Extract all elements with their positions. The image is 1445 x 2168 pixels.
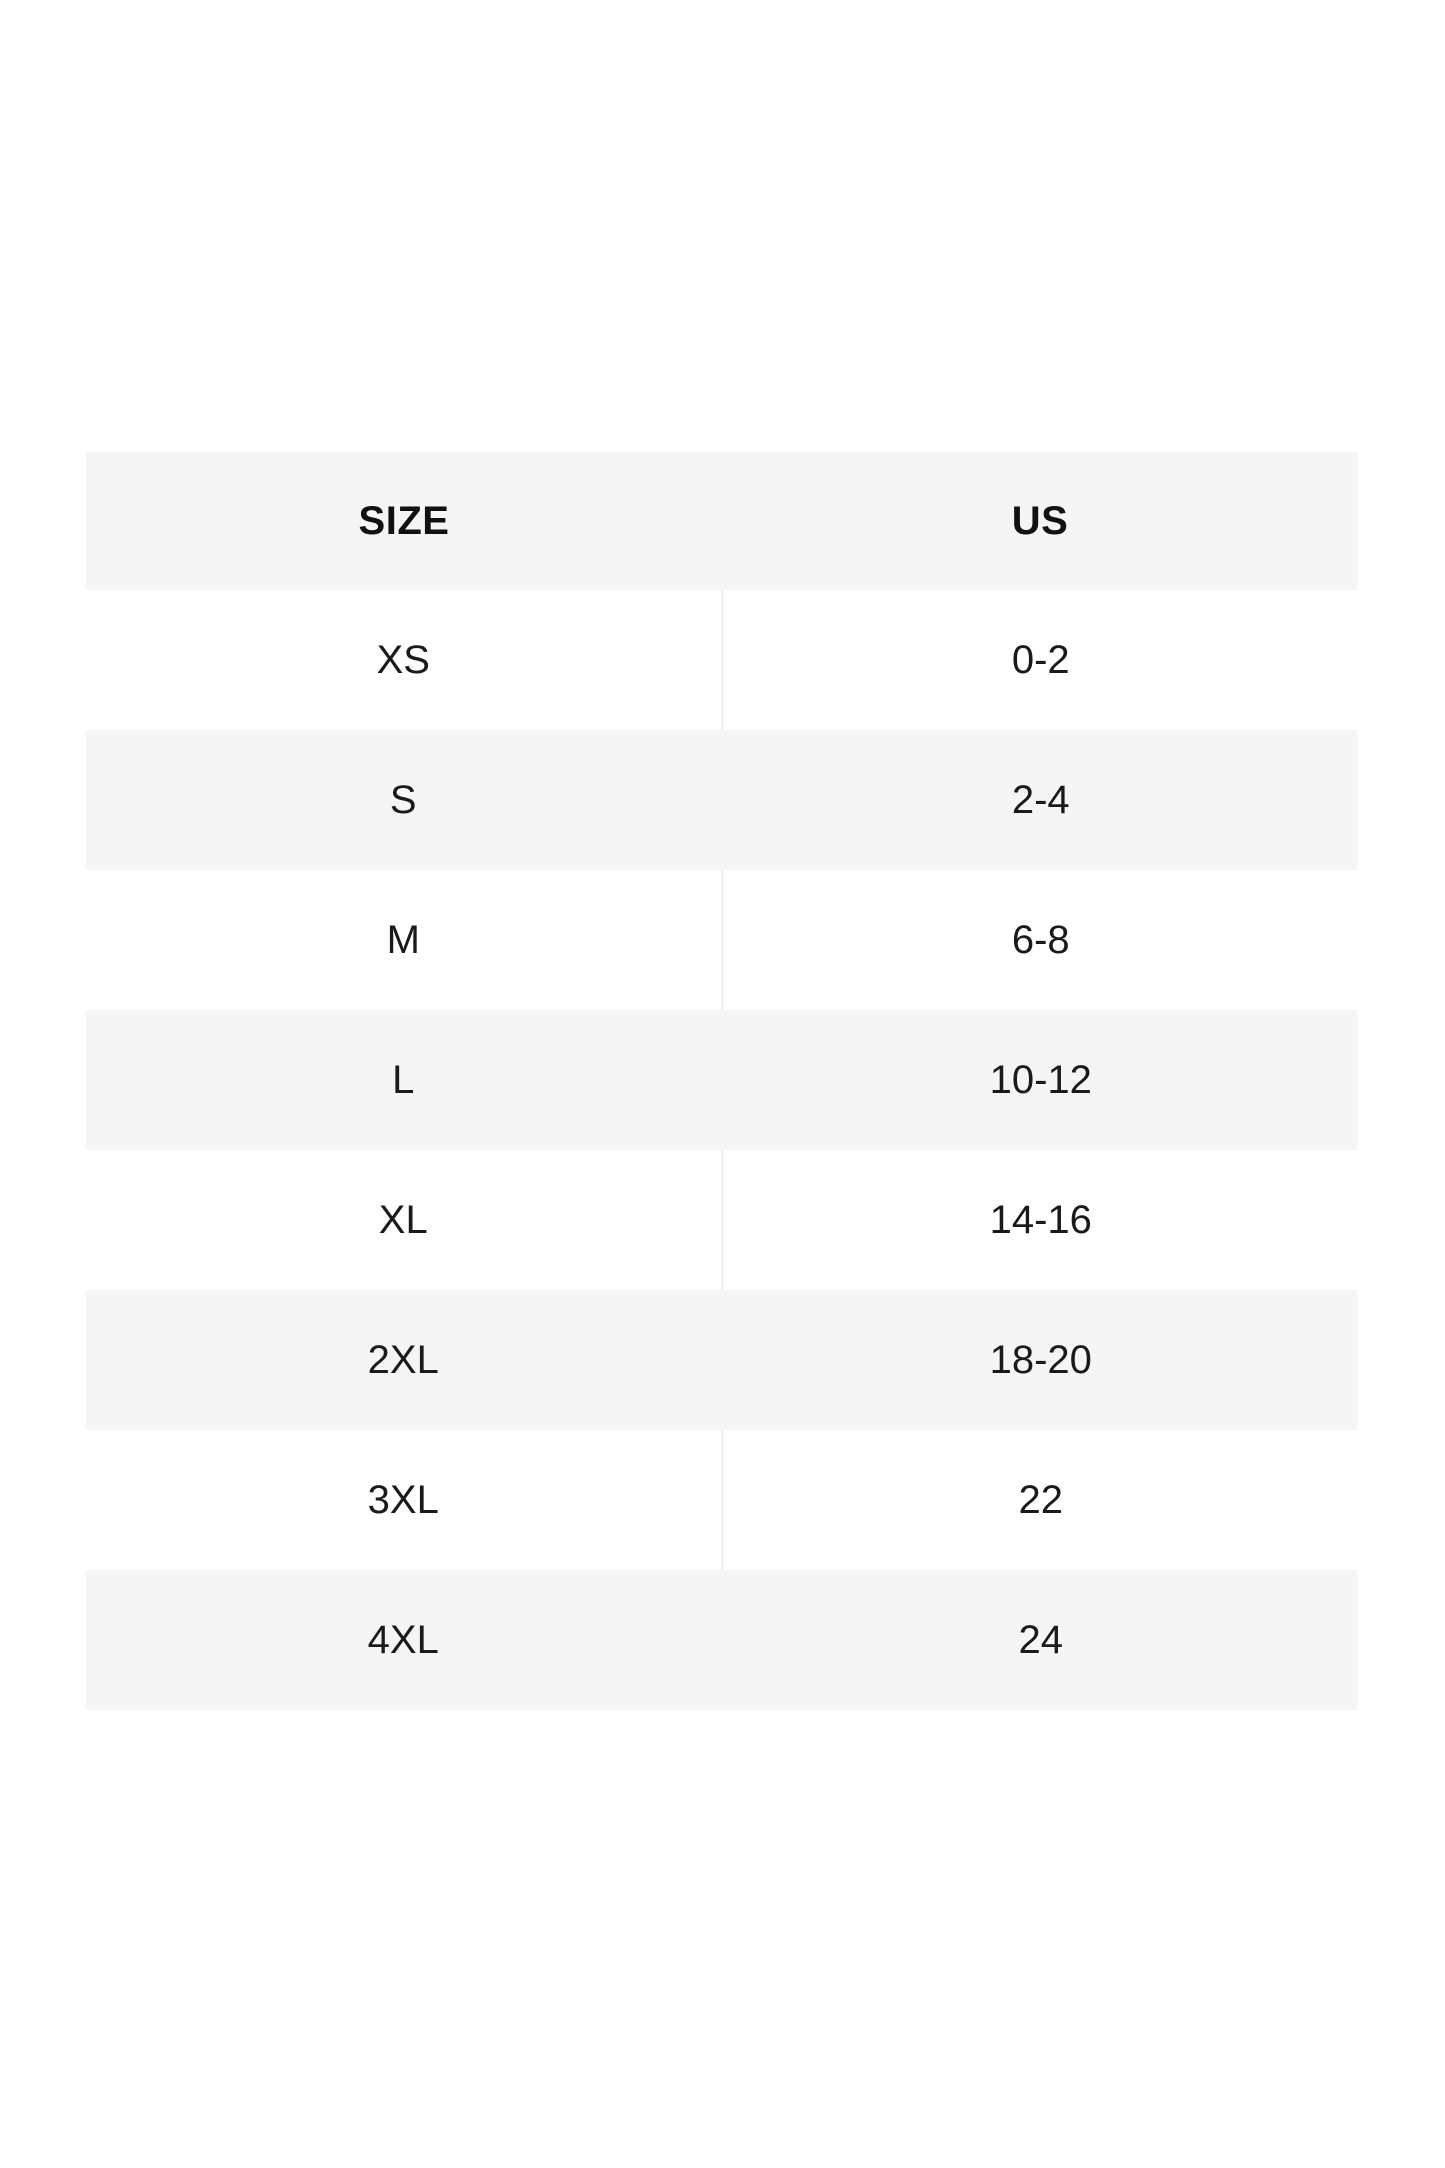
cell-us: 18-20: [989, 1337, 1092, 1382]
cell-us: 6-8: [1011, 917, 1070, 962]
cell-size: XS: [86, 590, 724, 730]
table-header-row: SIZE US: [86, 452, 1358, 590]
cell-size: 4XL: [86, 1570, 724, 1710]
cell-us: 24: [1018, 1617, 1064, 1662]
table-row: S 2-4: [86, 730, 1358, 870]
table-row: 4XL 24: [86, 1570, 1358, 1710]
cell-us: 0-2: [1011, 637, 1070, 682]
table-row: L 10-12: [86, 1010, 1358, 1150]
cell-us: 14-16: [989, 1197, 1092, 1242]
size-conversion-table: SIZE US XS 0-2 S 2-4 M 6-8 L 10-12 XL: [86, 452, 1358, 1710]
cell-size: XL: [86, 1150, 724, 1290]
cell-us: 2-4: [1011, 777, 1070, 822]
cell-size: 3XL: [86, 1430, 724, 1570]
cell-size: L: [86, 1010, 724, 1150]
table-row: 3XL 22: [86, 1430, 1358, 1570]
size-chart-container: SIZE US XS 0-2 S 2-4 M 6-8 L 10-12 XL: [86, 452, 1358, 1710]
table-body: XS 0-2 S 2-4 M 6-8 L 10-12 XL 14-16 2XL …: [86, 590, 1358, 1710]
table-row: M 6-8: [86, 870, 1358, 1010]
cell-us: 10-12: [989, 1057, 1092, 1102]
column-header-size: SIZE: [358, 498, 450, 543]
cell-size: M: [86, 870, 724, 1010]
table-row: 2XL 18-20: [86, 1290, 1358, 1430]
table-row: XL 14-16: [86, 1150, 1358, 1290]
cell-size: S: [86, 730, 724, 870]
column-header-us: US: [1011, 498, 1069, 543]
cell-size: 2XL: [86, 1290, 724, 1430]
cell-us: 22: [1018, 1477, 1064, 1522]
table-row: XS 0-2: [86, 590, 1358, 730]
table-header: SIZE US: [86, 452, 1358, 590]
